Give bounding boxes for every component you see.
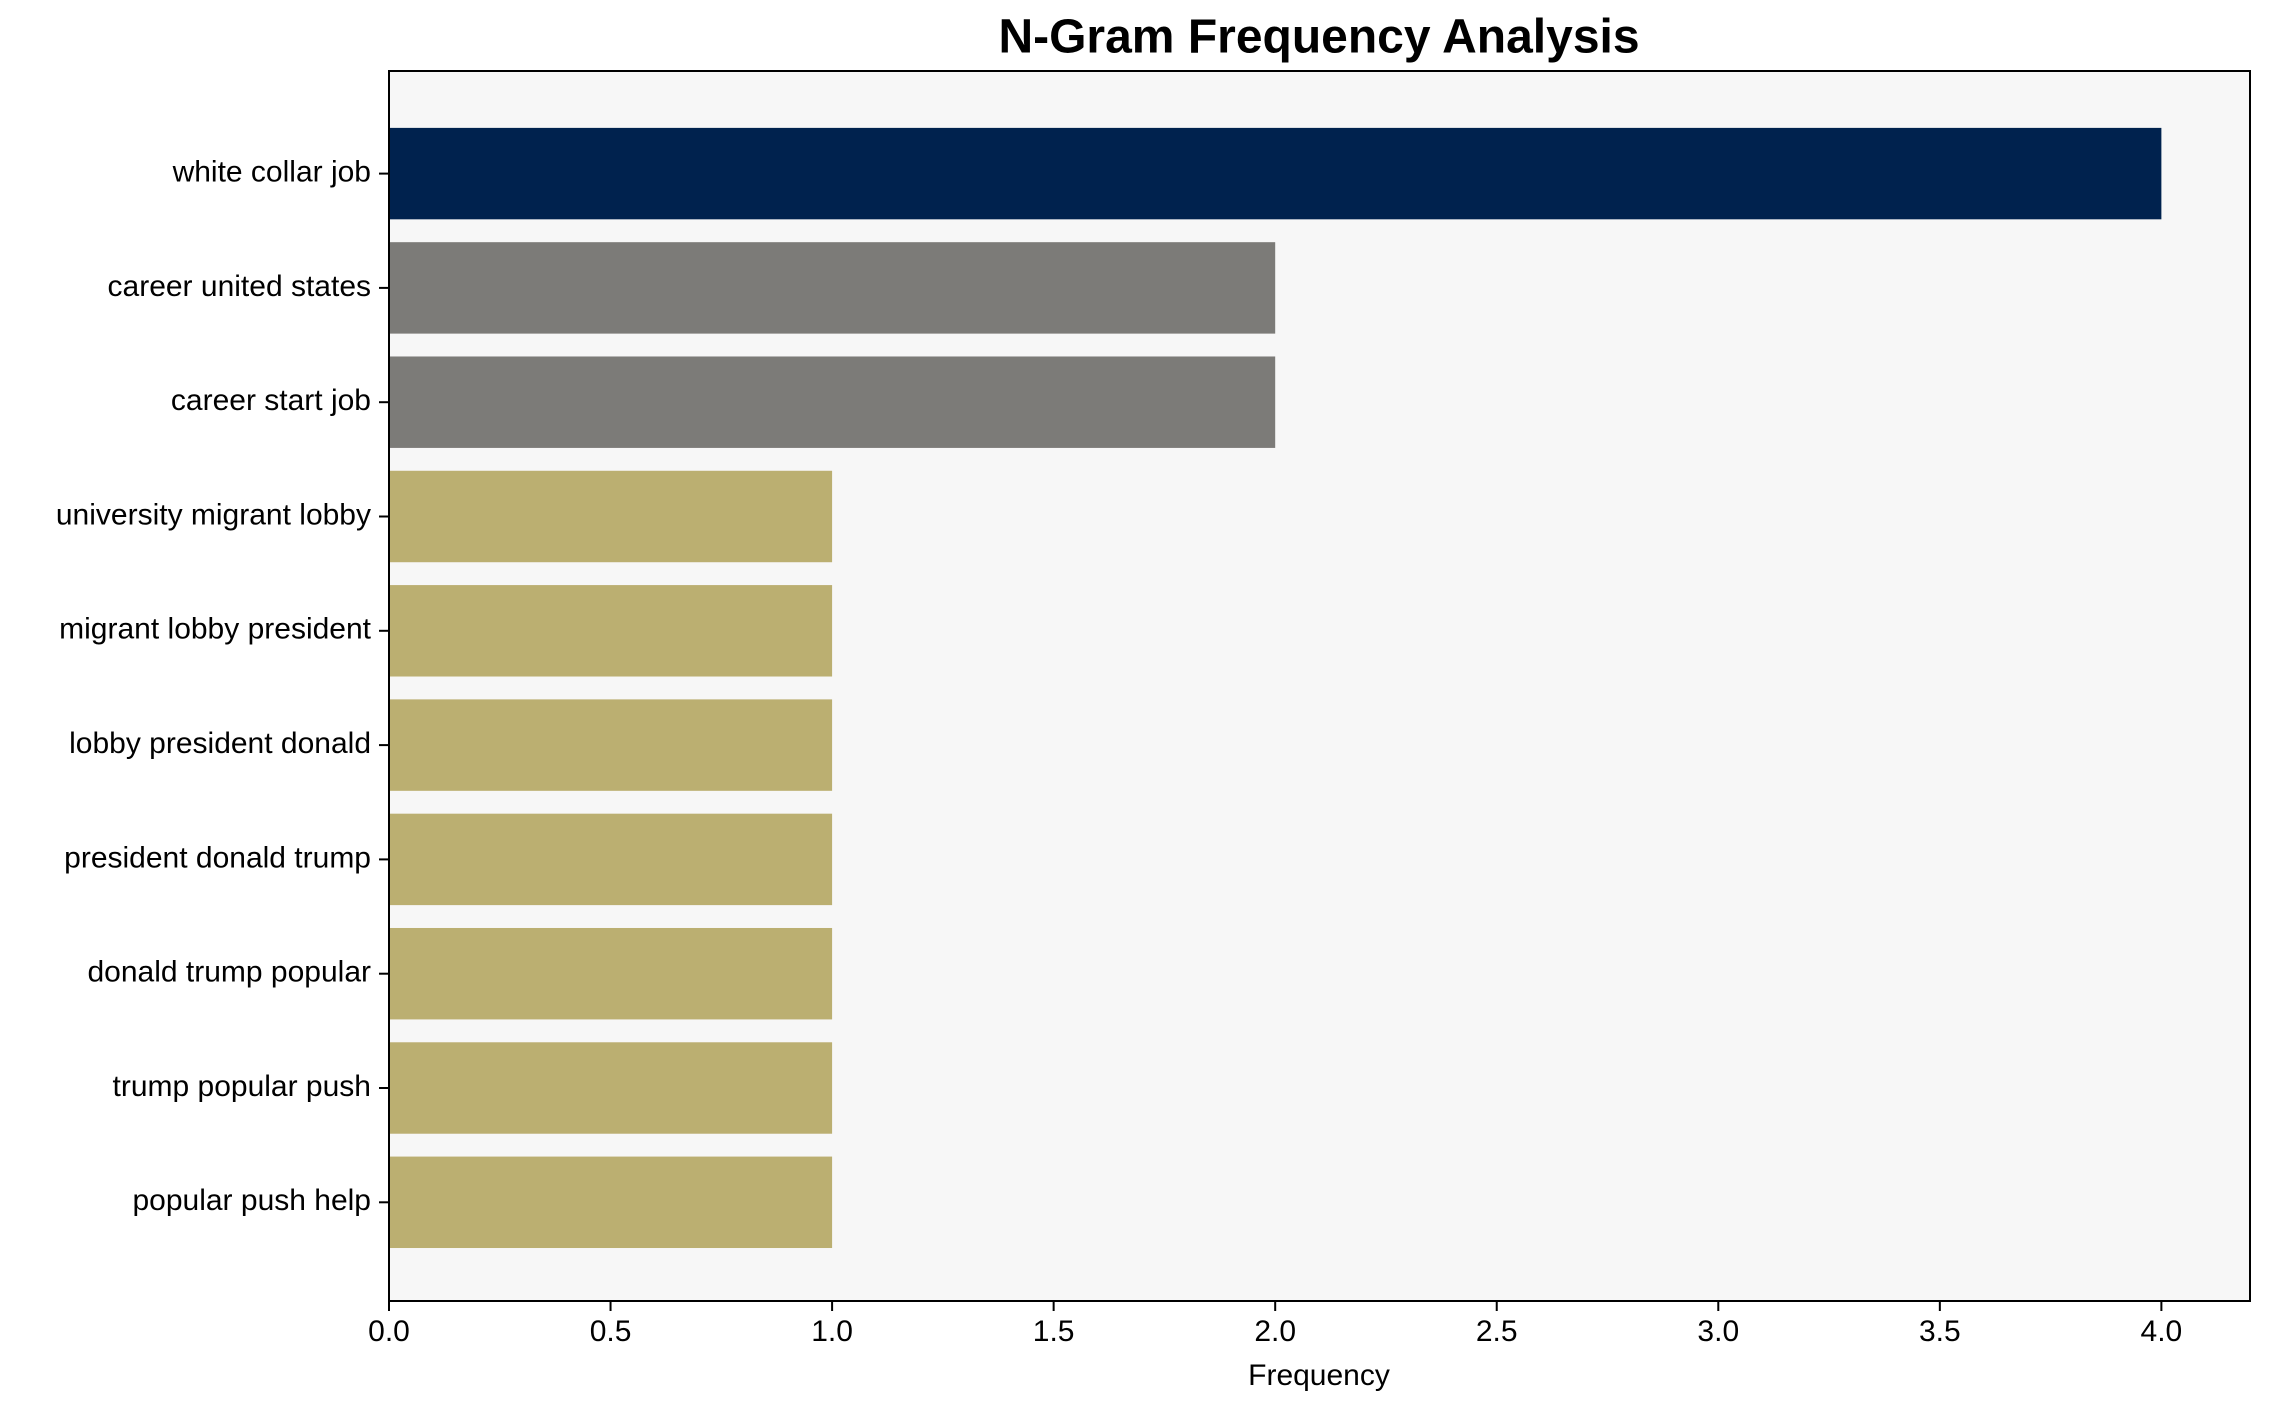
x-tick-label: 3.0 xyxy=(1697,1315,1739,1348)
y-tick-label: migrant lobby president xyxy=(59,613,372,646)
bar xyxy=(389,242,1276,334)
bar xyxy=(389,699,833,791)
chart-title: N-Gram Frequency Analysis xyxy=(998,11,1639,64)
bar xyxy=(389,356,1276,448)
y-tick-label: career start job xyxy=(171,384,371,417)
x-tick-label: 1.0 xyxy=(811,1315,853,1348)
bar xyxy=(389,470,833,563)
x-tick-label: 1.5 xyxy=(1033,1315,1075,1348)
y-tick-label: university migrant lobby xyxy=(56,498,371,531)
y-tick-label: trump popular push xyxy=(113,1070,372,1103)
bar xyxy=(389,813,833,906)
x-tick-label: 2.5 xyxy=(1476,1315,1518,1348)
y-tick-label: career united states xyxy=(108,270,371,303)
x-axis-label: Frequency xyxy=(1248,1359,1390,1392)
bar xyxy=(389,927,833,1020)
y-tick-label: popular push help xyxy=(132,1184,371,1217)
x-tick-label: 2.0 xyxy=(1254,1315,1296,1348)
x-tick-label: 4.0 xyxy=(2141,1315,2183,1348)
bar xyxy=(389,127,2162,220)
bar xyxy=(389,1042,833,1134)
plot-frame xyxy=(388,70,2251,1302)
y-tick-label: white collar job xyxy=(172,156,371,189)
y-tick-label: donald trump popular xyxy=(87,956,371,989)
y-tick-label: lobby president donald xyxy=(69,727,371,760)
x-tick-label: 0.0 xyxy=(368,1315,410,1348)
bar xyxy=(389,585,833,677)
x-tick-label: 3.5 xyxy=(1919,1315,1961,1348)
bar xyxy=(389,1156,833,1249)
y-tick-label: president donald trump xyxy=(64,841,371,874)
x-tick-label: 0.5 xyxy=(590,1315,632,1348)
